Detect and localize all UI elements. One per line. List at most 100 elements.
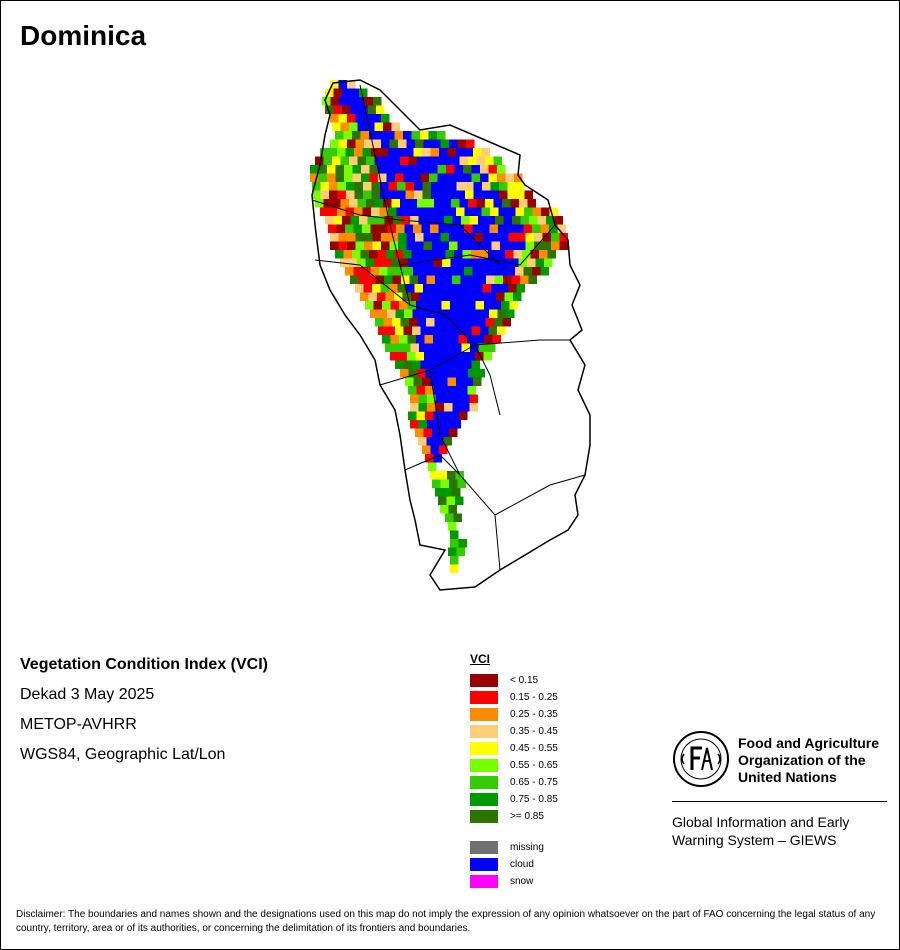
vci-pixel (413, 267, 422, 276)
vci-pixel (337, 148, 346, 157)
vci-pixel (337, 182, 346, 191)
vci-pixel (333, 216, 342, 225)
vci-pixel (378, 309, 387, 318)
vci-pixel (456, 190, 465, 199)
vci-pixel (511, 275, 520, 284)
vci-pixel (423, 233, 432, 242)
vci-pixel (422, 377, 431, 386)
vci-pixel (379, 207, 388, 216)
vci-pixel (417, 199, 426, 208)
vci-pixel (398, 352, 407, 361)
vci-pixel (332, 156, 341, 165)
vci-pixel (422, 190, 431, 199)
vci-pixel (446, 309, 455, 318)
vci-pixel (467, 258, 476, 267)
vci-pixel (463, 360, 472, 369)
vci-pixel (434, 199, 443, 208)
vci-pixel (471, 360, 480, 369)
vci-pixel (330, 139, 339, 148)
vci-pixel (549, 207, 558, 216)
vci-pixel (378, 326, 387, 335)
vci-pixel (516, 182, 525, 191)
vci-pixel (430, 207, 439, 216)
vci-pixel (523, 224, 532, 233)
vci-pixel (434, 318, 443, 327)
vci-pixel (452, 216, 461, 225)
vci-pixel (474, 284, 483, 293)
vci-pixel (347, 241, 356, 250)
vci-pixel (379, 267, 388, 276)
vci-pixel (335, 173, 344, 182)
vci-pixel (441, 301, 450, 310)
vci-pixel (413, 224, 422, 233)
vci-pixel (532, 207, 541, 216)
vci-pixel (417, 156, 426, 165)
vci-pixel (338, 241, 347, 250)
legend-special-label: snow (510, 876, 534, 887)
vci-pixel (373, 97, 382, 106)
vci-pixel (370, 309, 379, 318)
vci-pixel (490, 190, 499, 199)
vci-pixel (422, 182, 431, 191)
vci-pixel (462, 292, 471, 301)
vci-pixel (501, 258, 510, 267)
vci-pixel (416, 301, 425, 310)
vci-pixel (433, 301, 442, 310)
vci-pixel (398, 139, 407, 148)
vci-pixel (451, 199, 460, 208)
vci-pixel (327, 165, 336, 174)
vci-pixel (443, 488, 452, 497)
vci-pixel (463, 309, 472, 318)
vci-pixel (424, 301, 433, 310)
vci-pixel (425, 386, 434, 395)
legend-special-row: cloud (470, 856, 558, 873)
vci-pixel (404, 267, 413, 276)
vci-pixel (401, 275, 410, 284)
vci-pixel (433, 411, 442, 420)
vci-pixel (340, 199, 349, 208)
vci-pixel (476, 156, 485, 165)
vci-pixel (439, 190, 448, 199)
vci-pixel (418, 420, 427, 429)
vci-pixel (459, 199, 468, 208)
vci-pixel (395, 309, 404, 318)
vci-pixel (464, 148, 473, 157)
vci-pixel (450, 556, 459, 565)
vci-pixel (480, 326, 489, 335)
vci-pixel (396, 267, 405, 276)
vci-pixel (403, 173, 412, 182)
vci-pixel (346, 190, 355, 199)
vci-pixel (450, 386, 459, 395)
vci-pixel (425, 258, 434, 267)
vci-pixel (347, 80, 356, 89)
vci-pixel (432, 479, 441, 488)
vci-pixel (428, 131, 437, 140)
vci-pixel (384, 275, 393, 284)
vci-pixel (442, 258, 451, 267)
vci-pixel (405, 377, 414, 386)
vci-pixel (420, 250, 429, 259)
vci-pixel (440, 428, 449, 437)
vci-pixel (440, 233, 449, 242)
vci-pixel (323, 199, 332, 208)
vci-pixel (450, 301, 459, 310)
vci-pixel (494, 318, 503, 327)
vci-pixel (452, 275, 461, 284)
vci-pixel (420, 360, 429, 369)
vci-pixel (381, 241, 390, 250)
vci-pixel (499, 182, 508, 191)
vci-pixel (547, 250, 556, 259)
vci-pixel (525, 233, 534, 242)
vci-pixel (390, 352, 399, 361)
vci-pixel (467, 386, 476, 395)
vci-pixel (426, 275, 435, 284)
legend-special-swatch (470, 841, 498, 854)
vci-pixel (512, 216, 521, 225)
vci-pixel (456, 207, 465, 216)
vci-pixel (431, 182, 440, 191)
vci-pixel (445, 292, 454, 301)
vci-pixel (431, 190, 440, 199)
vci-pixel (469, 275, 478, 284)
vci-pixel (468, 156, 477, 165)
vci-pixel (448, 505, 457, 514)
